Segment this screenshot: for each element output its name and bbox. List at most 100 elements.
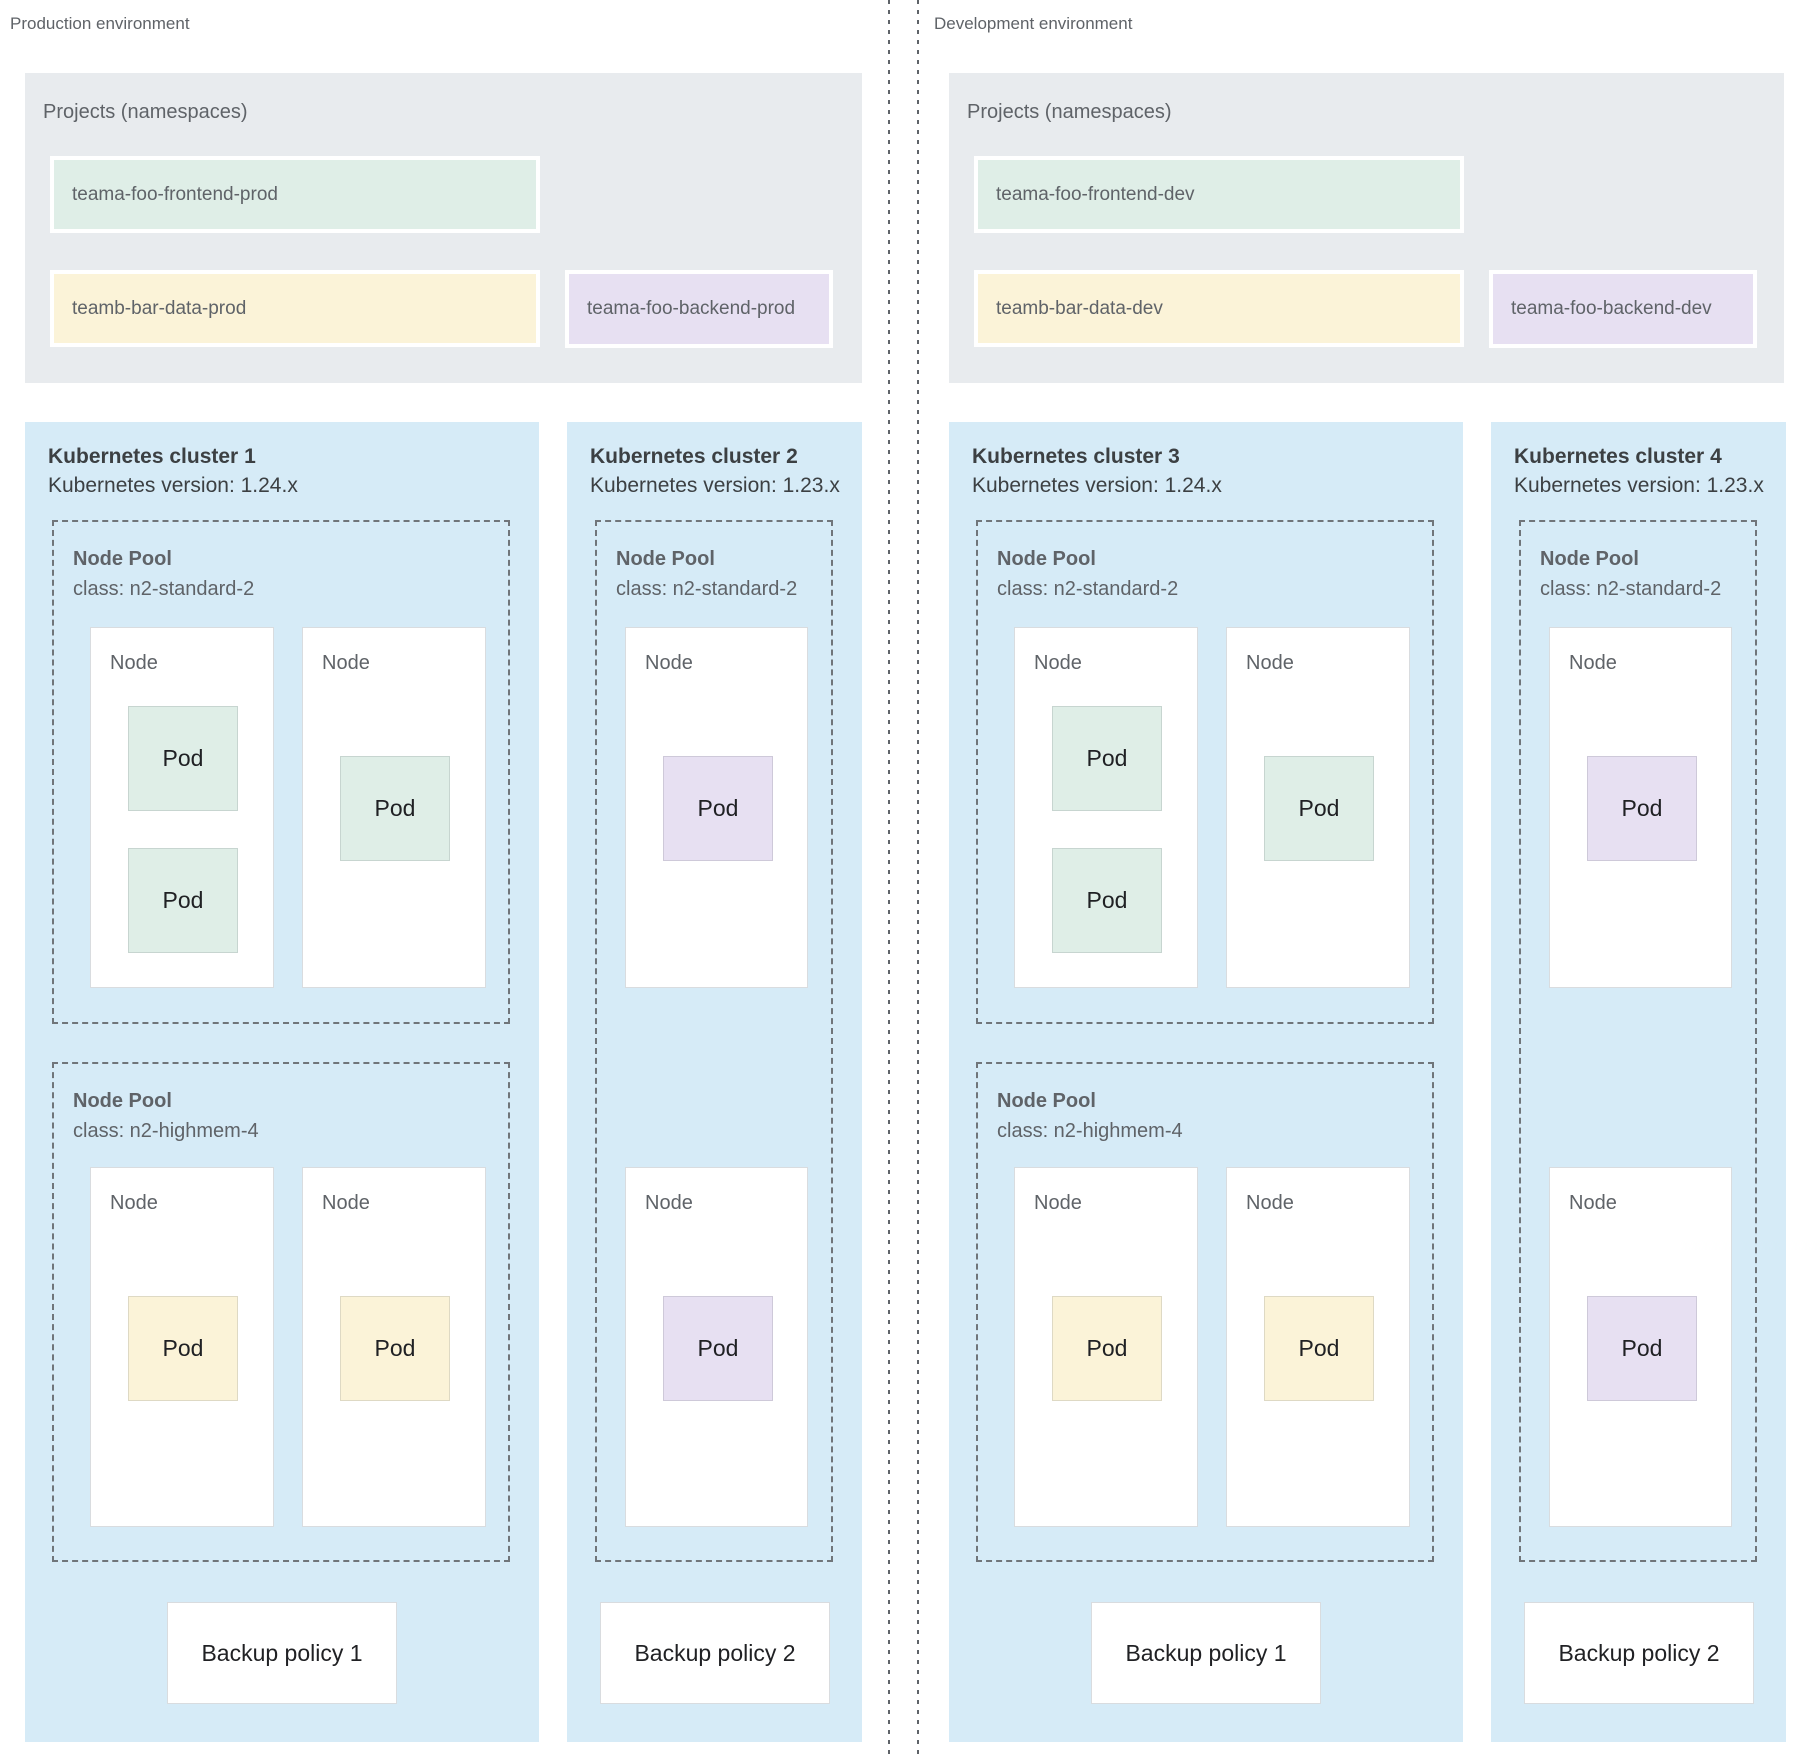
cluster-version: Kubernetes version: 1.23.x (590, 474, 840, 497)
node-pool-title: Node Pool (1540, 548, 1639, 570)
node-label: Node (1569, 652, 1617, 674)
namespace-box-teama-foo-backend-prod: teama-foo-backend-prod (565, 270, 833, 348)
cluster-heading: Kubernetes cluster 1 Kubernetes version: … (48, 442, 298, 500)
backup-policy-label: Backup policy 2 (1558, 1639, 1720, 1666)
node-label: Node (322, 652, 370, 674)
pod: Pod (1264, 1296, 1374, 1401)
namespace-box-teama-foo-frontend-prod: teama-foo-frontend-prod (50, 156, 540, 233)
pod: Pod (1587, 756, 1697, 861)
namespace-box-teamb-bar-data-dev: teamb-bar-data-dev (974, 270, 1464, 347)
node-label: Node (1246, 1192, 1294, 1214)
node-pool: Node Pool class: n2-highmem-4 Node Pod Node P… (52, 1062, 510, 1562)
node: Node Pod Pod (1014, 627, 1198, 988)
node-pool-heading: Node Pool class: n2-standard-2 (997, 544, 1178, 604)
node-pool-class: class: n2-standard-2 (616, 578, 798, 600)
node-pool-class: class: n2-standard-2 (997, 578, 1179, 600)
namespace-box-teama-foo-backend-dev: teama-foo-backend-dev (1489, 270, 1757, 348)
pod: Pod (128, 848, 238, 953)
cluster-version: Kubernetes version: 1.23.x (1514, 474, 1764, 497)
projects-panel-development: Projects (namespaces) teama-foo-frontend-… (949, 73, 1784, 383)
node: Node Pod (302, 627, 486, 988)
node-label: Node (1569, 1192, 1617, 1214)
cluster-title: Kubernetes cluster 4 (1514, 445, 1722, 468)
backup-policy: Backup policy 1 (167, 1602, 397, 1704)
backup-policy: Backup policy 2 (600, 1602, 830, 1704)
node-pool: Node Pool class: n2-standard-2 Node Pod Pod N… (52, 520, 510, 1024)
node-pool-heading: Node Pool class: n2-standard-2 (616, 544, 797, 604)
kubernetes-cluster-1: Kubernetes cluster 1 Kubernetes version: … (25, 422, 539, 1742)
pod: Pod (1264, 756, 1374, 861)
node-label: Node (1034, 652, 1082, 674)
node: Node Pod (302, 1167, 486, 1527)
cluster-heading: Kubernetes cluster 3 Kubernetes version: … (972, 442, 1222, 500)
pod-label: Pod (374, 1335, 416, 1361)
cluster-title: Kubernetes cluster 3 (972, 445, 1180, 468)
node: Node Pod (1226, 1167, 1410, 1527)
node-pool-class: class: n2-standard-2 (73, 578, 255, 600)
production-environment-label: Production environment (10, 14, 190, 33)
node: Node Pod (1226, 627, 1410, 988)
pod-label: Pod (1086, 745, 1128, 771)
node-label: Node (1246, 652, 1294, 674)
node: Node Pod (1549, 1167, 1732, 1527)
projects-panel-title: Projects (namespaces) (43, 101, 248, 123)
cluster-heading: Kubernetes cluster 4 Kubernetes version: … (1514, 442, 1764, 500)
node-label: Node (322, 1192, 370, 1214)
node-pool: Node Pool class: n2-standard-2 Node Pod Pod N… (976, 520, 1434, 1024)
node: Node Pod (90, 1167, 274, 1527)
cluster-version: Kubernetes version: 1.24.x (48, 474, 298, 497)
pod: Pod (1052, 848, 1162, 953)
projects-panel-title: Projects (namespaces) (967, 101, 1172, 123)
cluster-version: Kubernetes version: 1.24.x (972, 474, 1222, 497)
node: Node Pod (625, 1167, 808, 1527)
projects-panel-production: Projects (namespaces) teama-foo-frontend-… (25, 73, 862, 383)
backup-policy-label: Backup policy 1 (201, 1639, 363, 1666)
node-pool: Node Pool class: n2-standard-2 Node Pod Node… (1519, 520, 1757, 1562)
namespace-label: teama-foo-frontend-dev (996, 183, 1195, 205)
pod-label: Pod (162, 887, 204, 913)
node-pool-title: Node Pool (997, 548, 1096, 570)
node-pool-heading: Node Pool class: n2-highmem-4 (73, 1086, 259, 1146)
kubernetes-cluster-2: Kubernetes cluster 2 Kubernetes version: … (567, 422, 862, 1742)
node-label: Node (645, 1192, 693, 1214)
node-pool-title: Node Pool (616, 548, 715, 570)
node-label: Node (110, 652, 158, 674)
pod-label: Pod (1298, 795, 1340, 821)
pod-label: Pod (697, 795, 739, 821)
node: Node Pod (1549, 627, 1732, 988)
node-pool-class: class: n2-standard-2 (1540, 578, 1722, 600)
pod: Pod (663, 1296, 773, 1401)
pod-label: Pod (162, 1335, 204, 1361)
pod: Pod (128, 706, 238, 811)
namespace-label: teamb-bar-data-dev (996, 297, 1163, 319)
namespace-label: teamb-bar-data-prod (72, 297, 247, 319)
node-label: Node (645, 652, 693, 674)
node-pool-heading: Node Pool class: n2-standard-2 (73, 544, 254, 604)
node-pool-class: class: n2-highmem-4 (997, 1120, 1183, 1142)
pod: Pod (128, 1296, 238, 1401)
cluster-heading: Kubernetes cluster 2 Kubernetes version: … (590, 442, 840, 500)
node: Node Pod (625, 627, 808, 988)
pod-label: Pod (1621, 795, 1663, 821)
pod-label: Pod (1086, 887, 1128, 913)
pod: Pod (663, 756, 773, 861)
node-pool-title: Node Pool (73, 548, 172, 570)
backup-policy: Backup policy 1 (1091, 1602, 1321, 1704)
pod-label: Pod (1621, 1335, 1663, 1361)
node-pool-title: Node Pool (997, 1090, 1096, 1112)
backup-policy-label: Backup policy 1 (1125, 1639, 1287, 1666)
node-pool-class: class: n2-highmem-4 (73, 1120, 259, 1142)
pod-label: Pod (374, 795, 416, 821)
pod: Pod (1587, 1296, 1697, 1401)
kubernetes-cluster-4: Kubernetes cluster 4 Kubernetes version: … (1491, 422, 1786, 1742)
development-environment-label: Development environment (934, 14, 1133, 33)
node-pool-heading: Node Pool class: n2-highmem-4 (997, 1086, 1183, 1146)
node-pool-title: Node Pool (73, 1090, 172, 1112)
namespace-label: teama-foo-frontend-prod (72, 183, 278, 205)
pod-label: Pod (697, 1335, 739, 1361)
namespace-label: teama-foo-backend-prod (587, 298, 796, 319)
environment-divider-right-line (917, 0, 919, 1760)
node: Node Pod Pod (90, 627, 274, 988)
node-label: Node (110, 1192, 158, 1214)
